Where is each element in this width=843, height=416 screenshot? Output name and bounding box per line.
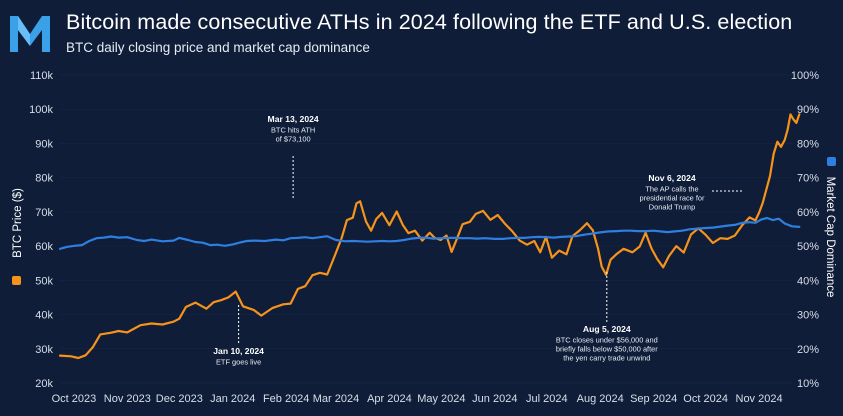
- annotation-text: of $73,100: [276, 135, 311, 144]
- dominance-line: [58, 216, 801, 250]
- annotation-text: BTC closes under $56,000 and: [556, 336, 658, 345]
- x-tick-label: Dec 2023: [156, 393, 203, 405]
- annotation-text: BTC hits ATH: [271, 126, 315, 135]
- y-tick-label-left: 110k: [30, 70, 54, 82]
- brand-logo: [10, 16, 50, 52]
- annotation: Jan 10, 2024 ETF goes live: [213, 305, 264, 367]
- series-group: [58, 113, 801, 360]
- annotation-text: the yen carry trade unwind: [563, 354, 650, 363]
- y-axis-title-right: Market Cap Dominance: [824, 157, 836, 297]
- annotation-text: briefly falls below $50,000 after: [556, 345, 658, 354]
- chart-title: Bitcoin made consecutive ATHs in 2024 fo…: [66, 10, 793, 34]
- y-tick-label-right: 20%: [797, 344, 819, 356]
- y-axis-title-left: BTC Price ($): [12, 188, 24, 285]
- x-tick-label: Oct 2024: [683, 393, 728, 405]
- y-axis-label-right: Market Cap Dominance: [824, 177, 836, 298]
- x-tick-label: Aug 2024: [577, 393, 624, 405]
- y-tick-label-left: 80k: [35, 173, 53, 185]
- y-tick-label-right: 10%: [797, 378, 819, 390]
- annotation-date: Mar 13, 2024: [268, 114, 319, 124]
- y-tick-label-left: 20k: [35, 378, 53, 390]
- y-tick-label-left: 100k: [29, 104, 53, 116]
- y-tick-label-left: 30k: [35, 344, 53, 356]
- x-tick-label: Jul 2024: [526, 393, 568, 405]
- y-tick-label-right: 80%: [797, 138, 819, 150]
- annotation: Aug 5, 2024 BTC closes under $56,000 andb…: [556, 272, 658, 363]
- gridlines: [60, 74, 792, 384]
- y-tick-label-right: 60%: [797, 207, 819, 219]
- legend-marker-dominance: [827, 157, 836, 166]
- y-tick-label-left: 50k: [35, 275, 53, 287]
- annotation-text: Donald Trump: [649, 203, 695, 212]
- annotation-text: presidential race for: [640, 194, 705, 203]
- y-tick-label-left: 40k: [35, 310, 53, 322]
- y-tick-label-right: 90%: [797, 104, 819, 116]
- y-tick-label-right: 50%: [797, 241, 819, 253]
- y-axis-right: 10% 20% 30% 40% 50% 60% 70% 80% 90% 100%: [791, 70, 819, 390]
- x-tick-label: Mar 2024: [313, 393, 359, 405]
- x-tick-label: May 2024: [417, 393, 465, 405]
- chart-subtitle: BTC daily closing price and market cap d…: [66, 40, 370, 55]
- annotation-text: The AP calls the: [645, 185, 698, 194]
- y-tick-label-right: 70%: [797, 173, 819, 185]
- legend-marker-price: [12, 276, 21, 285]
- y-tick-label-right: 40%: [797, 275, 819, 287]
- y-axis-label-left: BTC Price ($): [12, 188, 24, 258]
- y-tick-label-right: 100%: [791, 70, 819, 82]
- y-axis-left: 20k 30k 40k 50k 60k 70k 80k 90k 100k 110k: [29, 70, 53, 390]
- x-tick-label: Jan 2024: [210, 393, 255, 405]
- y-tick-label-left: 70k: [35, 207, 53, 219]
- x-tick-label: Apr 2024: [367, 393, 412, 405]
- y-tick-label-right: 30%: [797, 310, 819, 322]
- annotation-date: Nov 6, 2024: [648, 173, 696, 183]
- annotation: Nov 6, 2024 The AP calls thepresidential …: [640, 173, 742, 212]
- x-tick-label: Sep 2024: [630, 393, 677, 405]
- x-tick-label: Nov 2024: [736, 393, 783, 405]
- y-tick-label-left: 90k: [35, 138, 53, 150]
- y-tick-label-left: 60k: [35, 241, 53, 253]
- x-tick-label: Jun 2024: [472, 393, 517, 405]
- x-tick-label: Nov 2023: [104, 393, 151, 405]
- annotation-text: ETF goes live: [216, 358, 261, 367]
- x-tick-label: Feb 2024: [263, 393, 309, 405]
- x-tick-label: Oct 2023: [52, 393, 97, 405]
- x-axis: Oct 2023 Nov 2023 Dec 2023 Jan 2024 Feb 2024…: [52, 393, 783, 405]
- annotation-date: Jan 10, 2024: [213, 346, 264, 356]
- price-line: [58, 113, 801, 360]
- axis-titles: BTC Price ($) Market Cap Dominance: [12, 157, 836, 297]
- annotation-date: Aug 5, 2024: [583, 324, 631, 334]
